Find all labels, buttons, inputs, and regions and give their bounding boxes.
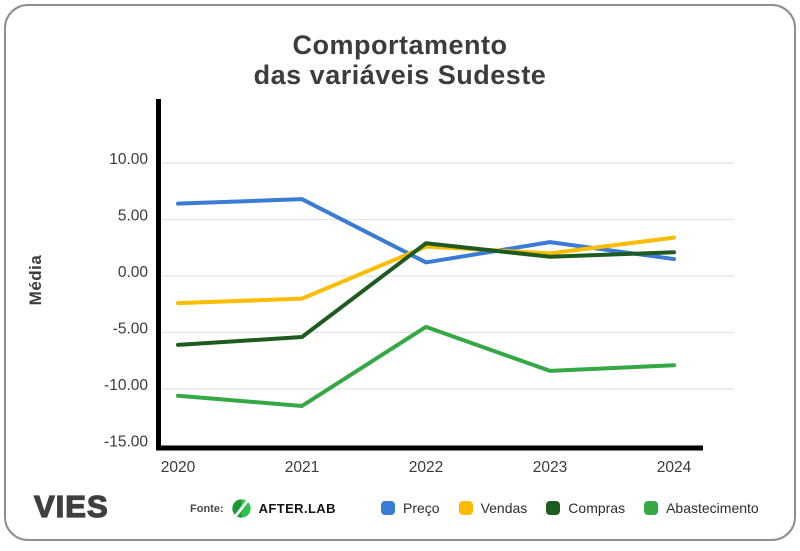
legend-label: Compras [568,500,625,516]
legend-swatch-icon [459,501,473,515]
x-tick-label: 2022 [409,459,443,476]
vies-logo: VIES [34,489,109,525]
series-line-preco [178,199,674,262]
legend-label: Vendas [481,500,528,516]
legend-swatch-icon [381,501,395,515]
legend-item-compras: Compras [546,500,625,516]
afterlab-logo-icon [231,498,252,519]
x-tick-label: 2020 [161,459,196,476]
chart-card: Comportamento das variáveis Sudeste Médi… [4,4,796,541]
y-tick-label: 10.00 [109,151,148,168]
legend-item-abastecimento: Abastecimento [644,500,759,516]
fonte-label: Fonte: [190,503,224,515]
source-name: AFTER.LAB [259,501,336,516]
series-line-compras [178,243,674,345]
y-tick-label: -10.00 [104,377,148,394]
legend-swatch-icon [644,501,658,515]
y-tick-label: 0.00 [118,264,149,281]
legend-label: Abastecimento [666,500,759,516]
legend-swatch-icon [546,501,560,515]
legend-item-vendas: Vendas [459,500,528,516]
x-tick-label: 2021 [285,459,319,476]
legend-label: Preço [403,500,440,516]
chart-legend: Preço Vendas Compras Abastecimento [381,500,759,516]
y-tick-label: -15.00 [104,434,148,451]
series-line-vendas [178,238,674,304]
x-tick-label: 2024 [657,459,692,476]
x-tick-label: 2023 [533,459,567,476]
y-tick-label: -5.00 [113,321,149,338]
source-attribution: Fonte: AFTER.LAB [190,498,336,519]
legend-item-preco: Preço [381,500,440,516]
y-tick-label: 5.00 [118,208,149,225]
line-chart: 10.00 5.00 0.00 -5.00 -10.00 -15.00 2020 2021 20… [6,6,800,551]
